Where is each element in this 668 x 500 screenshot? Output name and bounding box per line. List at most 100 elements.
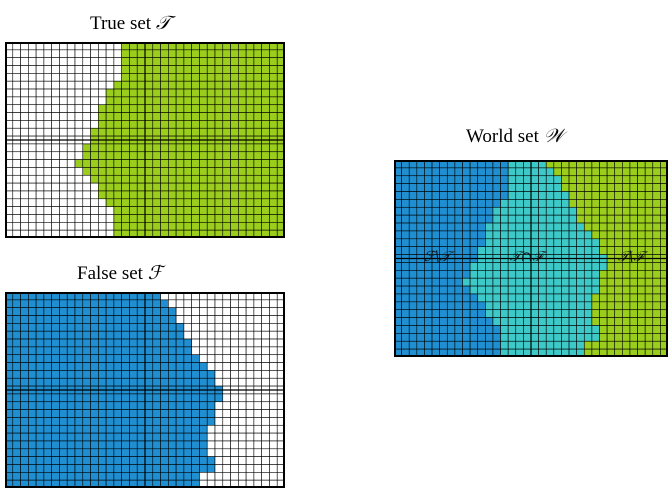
world-set-cell bbox=[530, 277, 539, 287]
world-set-cell bbox=[530, 191, 539, 200]
false-set-cell bbox=[175, 299, 185, 308]
true-set-cell bbox=[175, 222, 185, 231]
world-set-cell bbox=[454, 293, 463, 303]
true-set-cell bbox=[51, 174, 60, 184]
false-set-cell bbox=[214, 464, 224, 473]
false-set-cell bbox=[269, 330, 278, 340]
true-set-cell bbox=[261, 182, 270, 192]
world-set-cell bbox=[568, 333, 577, 342]
true-set-cell bbox=[191, 174, 200, 184]
world-set-cell bbox=[576, 183, 585, 192]
true-set-cell bbox=[160, 120, 169, 129]
false-set-cell bbox=[43, 307, 52, 316]
world-set-cell bbox=[553, 285, 562, 295]
world-set-cell bbox=[500, 285, 509, 295]
true-set-cell bbox=[206, 182, 216, 192]
false-set-cell bbox=[199, 307, 208, 316]
false-set-cell bbox=[113, 440, 122, 450]
false-set-cell bbox=[35, 464, 45, 473]
false-set-cell bbox=[90, 346, 99, 356]
true-set-cell bbox=[90, 104, 99, 113]
false-set-cell bbox=[269, 464, 278, 473]
false-set-cell bbox=[183, 299, 192, 308]
world-set-cell bbox=[629, 167, 638, 177]
true-set-cell bbox=[245, 174, 255, 184]
true-set-cell bbox=[43, 222, 52, 231]
true-set-cell bbox=[160, 65, 169, 74]
true-set-cell bbox=[66, 222, 76, 231]
false-set-cell bbox=[98, 315, 107, 324]
false-set-cell bbox=[121, 448, 130, 457]
world-set-cell bbox=[424, 214, 433, 224]
world-set-cell bbox=[416, 191, 425, 200]
false-set-cell bbox=[136, 424, 146, 434]
false-set-cell bbox=[35, 409, 45, 418]
false-set-cell bbox=[191, 299, 200, 308]
world-set-cell bbox=[416, 230, 425, 240]
false-set-cell bbox=[51, 354, 60, 363]
world-set-cell bbox=[622, 340, 631, 350]
false-set-cell bbox=[175, 370, 185, 379]
world-set-cell bbox=[538, 309, 547, 318]
world-set-cell bbox=[538, 206, 547, 216]
world-set-cell bbox=[583, 301, 593, 311]
false-set-cell bbox=[261, 448, 270, 457]
true-set-cell bbox=[35, 214, 45, 223]
world-set-cell bbox=[523, 214, 532, 224]
false-set-cell bbox=[66, 330, 76, 340]
world-set-cell bbox=[606, 317, 616, 326]
false-set-cell bbox=[82, 362, 91, 371]
true-set-cell bbox=[238, 182, 247, 192]
true-set-cell bbox=[105, 49, 115, 58]
world-set-cell bbox=[462, 301, 471, 311]
world-set-cell bbox=[424, 340, 433, 350]
world-set-cell bbox=[500, 301, 509, 311]
true-set-cell bbox=[214, 151, 224, 160]
true-set-cell bbox=[136, 198, 146, 207]
false-set-cell bbox=[238, 464, 247, 473]
true-set-cell bbox=[90, 49, 99, 58]
world-set-cell bbox=[644, 191, 654, 200]
true-set-cell bbox=[129, 57, 138, 66]
false-set-cell bbox=[136, 472, 146, 481]
true-set-cell bbox=[74, 80, 84, 90]
true-set-cell bbox=[168, 80, 177, 90]
true-set-cell bbox=[269, 80, 278, 90]
true-set-cell bbox=[206, 88, 216, 98]
world-set-cell bbox=[408, 167, 418, 177]
true-set-cell bbox=[28, 174, 37, 184]
false-set-cell bbox=[269, 346, 278, 356]
false-set-cell bbox=[98, 440, 107, 450]
world-set-cell bbox=[652, 325, 661, 334]
true-set-cell bbox=[66, 190, 76, 200]
true-set-cell bbox=[28, 49, 37, 58]
world-set-cell bbox=[485, 183, 494, 192]
false-set-cell bbox=[183, 346, 192, 356]
true-set-cell bbox=[238, 214, 247, 223]
true-set-cell bbox=[121, 73, 130, 82]
true-set-cell bbox=[168, 182, 177, 192]
true-set-cell bbox=[82, 159, 91, 168]
false-set-cell bbox=[175, 315, 185, 324]
true-set-cell bbox=[191, 112, 200, 121]
world-set-cell bbox=[614, 175, 623, 184]
true-set-cell bbox=[98, 167, 107, 176]
world-set-cell bbox=[523, 270, 532, 279]
world-set-cell bbox=[485, 277, 494, 287]
world-set-cell bbox=[469, 199, 479, 208]
world-set-cell bbox=[507, 230, 517, 240]
world-set-cell bbox=[424, 183, 433, 192]
false-set-cell bbox=[183, 307, 192, 316]
world-set-cell bbox=[606, 222, 616, 232]
false-set-cell bbox=[199, 377, 208, 387]
world-set-cell bbox=[439, 270, 448, 279]
true-set-cell bbox=[66, 73, 76, 82]
world-set-cell bbox=[614, 199, 623, 208]
true-set-cell bbox=[136, 167, 146, 176]
world-set-cell bbox=[576, 246, 585, 255]
true-set-cell bbox=[206, 143, 216, 153]
world-set-cell bbox=[439, 206, 448, 216]
world-set-cell bbox=[408, 238, 418, 247]
true-set-cell bbox=[121, 80, 130, 90]
true-set-cell bbox=[144, 198, 154, 207]
